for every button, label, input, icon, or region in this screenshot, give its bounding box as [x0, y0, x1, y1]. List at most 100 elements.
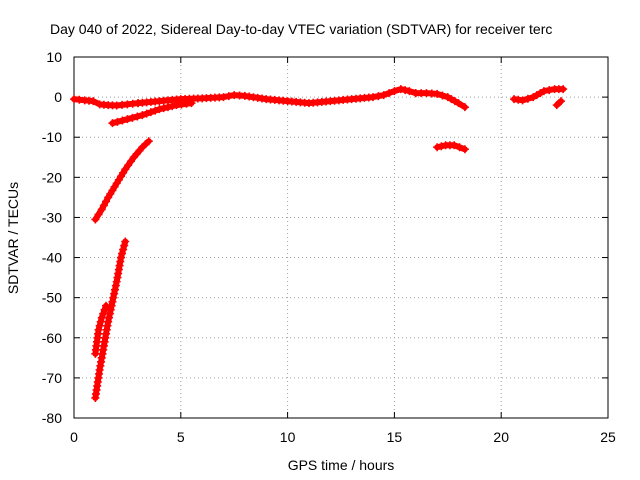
data-point — [438, 91, 447, 100]
data-point — [545, 86, 554, 95]
data-point — [89, 97, 98, 106]
data-point — [118, 116, 127, 125]
data-point — [523, 94, 532, 103]
series-sat-track-9 — [510, 85, 568, 105]
data-point — [120, 241, 129, 250]
data-point — [119, 245, 128, 254]
data-point — [455, 143, 464, 152]
data-point — [102, 301, 111, 310]
data-point — [111, 285, 120, 294]
data-point — [142, 109, 151, 118]
data-point — [121, 165, 130, 174]
data-point — [518, 96, 527, 105]
y-tick-label: -70 — [42, 370, 62, 386]
data-point — [123, 115, 132, 124]
series-sat-track-4 — [91, 301, 111, 358]
data-point — [390, 87, 399, 96]
y-tick-label: 10 — [46, 49, 62, 65]
data-point — [94, 210, 103, 219]
data-point — [105, 309, 114, 318]
data-series — [70, 85, 568, 402]
data-point — [133, 112, 142, 121]
y-tick-label: -80 — [42, 410, 62, 426]
data-point — [116, 253, 125, 262]
x-tick-label: 20 — [493, 429, 509, 445]
data-point — [539, 87, 548, 96]
series-sat-track-2 — [91, 137, 153, 224]
series-sat-track-10 — [552, 97, 566, 110]
data-point — [433, 89, 442, 98]
data-point — [94, 325, 103, 334]
y-tick-label: -40 — [42, 250, 62, 266]
data-point — [111, 281, 120, 290]
data-point — [128, 113, 137, 122]
data-point — [374, 92, 383, 101]
data-point — [126, 157, 135, 166]
data-point — [108, 119, 117, 128]
series-sat-track-6 — [134, 85, 420, 108]
data-point — [100, 305, 109, 314]
data-point — [401, 86, 410, 95]
data-point — [113, 117, 122, 126]
data-point — [105, 313, 114, 322]
y-axis-label: SDTVAR / TECUs — [5, 182, 21, 294]
data-point — [102, 197, 111, 206]
axis-ticks — [73, 56, 609, 419]
data-point — [97, 205, 106, 214]
data-point — [450, 141, 459, 150]
data-point — [454, 99, 463, 108]
data-point — [224, 92, 233, 101]
x-tick-label: 15 — [387, 429, 403, 445]
tick-labels: 0 5 10 15 20 25 10 0 -10 -20 -30 -40 -50 -60 -70 -80 — [42, 49, 616, 445]
data-point — [151, 106, 160, 115]
y-tick-label: -30 — [42, 209, 62, 225]
y-tick-label: -10 — [42, 129, 62, 145]
data-point — [163, 103, 172, 112]
data-point — [369, 93, 378, 102]
data-point — [405, 87, 414, 96]
x-tick-label: 0 — [70, 429, 78, 445]
data-point — [104, 317, 113, 326]
data-point — [460, 145, 469, 154]
data-point — [385, 89, 394, 98]
y-tick-label: -60 — [42, 330, 62, 346]
x-tick-label: 10 — [280, 429, 296, 445]
data-point — [97, 313, 106, 322]
data-point — [437, 142, 446, 151]
plot-frame — [73, 56, 609, 419]
series-sat-track-5 — [108, 99, 196, 128]
data-point — [121, 237, 130, 246]
data-point — [144, 137, 153, 146]
x-tick-label: 5 — [177, 429, 185, 445]
data-point — [96, 317, 105, 326]
data-point — [124, 161, 133, 170]
series-sat-track-3 — [91, 237, 130, 402]
data-point — [155, 105, 164, 114]
data-point — [146, 108, 155, 117]
data-point — [379, 91, 388, 100]
data-point — [99, 309, 108, 318]
chart-title: Day 040 of 2022, Sidereal Day-to-day VTE… — [50, 21, 552, 37]
data-point — [396, 85, 405, 94]
data-point — [110, 289, 119, 298]
data-point — [118, 249, 127, 258]
x-axis-label: GPS time / hours — [288, 457, 395, 473]
y-tick-label: 0 — [54, 89, 62, 105]
series-sat-track-8 — [433, 141, 469, 154]
data-point — [433, 143, 442, 152]
y-tick-label: -50 — [42, 290, 62, 306]
data-point — [108, 297, 117, 306]
data-point — [559, 85, 568, 94]
y-tick-label: -20 — [42, 169, 62, 185]
data-point — [99, 201, 108, 210]
data-point — [552, 101, 561, 110]
data-point — [159, 104, 168, 113]
data-point — [460, 103, 469, 112]
data-point — [138, 111, 147, 120]
data-point — [109, 293, 118, 302]
x-tick-label: 25 — [600, 429, 616, 445]
data-point — [95, 321, 104, 330]
data-point — [557, 97, 566, 106]
data-point — [91, 215, 100, 224]
